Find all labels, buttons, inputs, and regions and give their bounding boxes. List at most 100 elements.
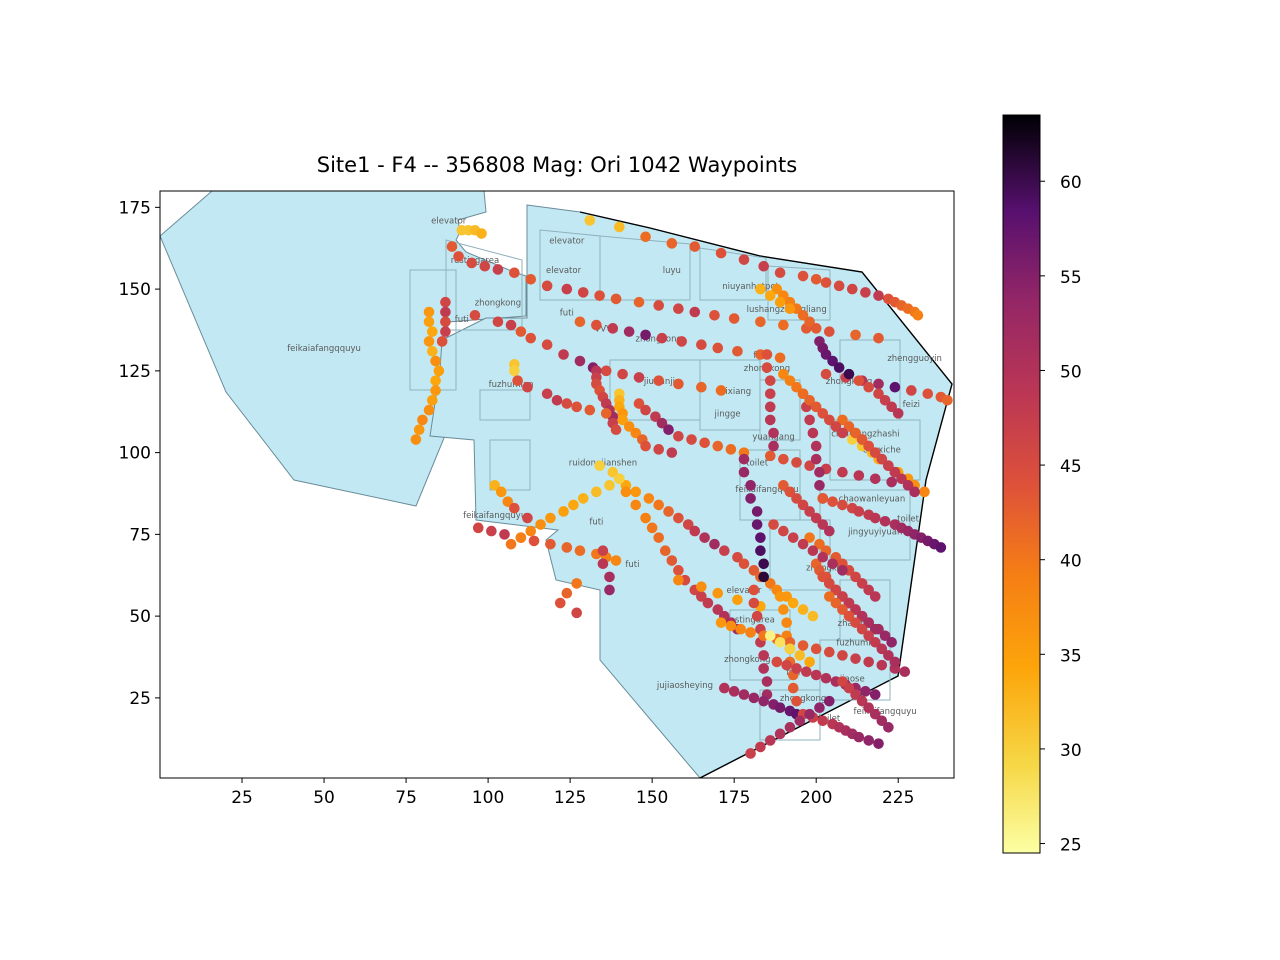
waypoint bbox=[656, 332, 668, 344]
waypoint bbox=[571, 607, 582, 619]
waypoint bbox=[768, 427, 779, 439]
waypoint bbox=[758, 571, 770, 583]
waypoint bbox=[702, 597, 714, 609]
room-label: feizi bbox=[903, 400, 920, 410]
waypoint bbox=[850, 617, 861, 628]
waypoint bbox=[689, 525, 701, 537]
waypoint bbox=[725, 444, 737, 455]
waypoint bbox=[551, 394, 563, 406]
waypoint bbox=[784, 643, 796, 655]
colorbar-tick-label: 40 bbox=[1060, 552, 1082, 572]
waypoint bbox=[824, 591, 835, 602]
waypoint bbox=[869, 447, 881, 458]
room-label: feikaiafangqquyu bbox=[287, 344, 361, 354]
room-label: jingyuyiyuan bbox=[847, 527, 902, 537]
waypoint bbox=[732, 345, 743, 357]
waypoint bbox=[541, 280, 553, 292]
y-tick-label: 150 bbox=[119, 280, 151, 300]
waypoint bbox=[617, 368, 628, 380]
x-tick-label: 150 bbox=[636, 788, 668, 808]
waypoint bbox=[423, 316, 435, 328]
waypoint bbox=[781, 659, 792, 671]
waypoint bbox=[906, 385, 917, 396]
waypoint bbox=[673, 378, 684, 390]
waypoint bbox=[764, 388, 776, 400]
waypoint bbox=[699, 532, 710, 543]
waypoint bbox=[856, 578, 868, 589]
waypoint bbox=[810, 453, 822, 465]
waypoint bbox=[797, 640, 809, 651]
colorbar-tick-label: 35 bbox=[1060, 646, 1082, 666]
waypoint bbox=[728, 686, 740, 697]
waypoint bbox=[554, 597, 566, 609]
waypoint bbox=[764, 290, 776, 301]
waypoint bbox=[814, 702, 825, 713]
waypoint bbox=[810, 440, 822, 452]
waypoint bbox=[791, 381, 802, 393]
waypoint bbox=[761, 349, 773, 360]
waypoint bbox=[505, 319, 517, 331]
waypoint bbox=[787, 532, 799, 543]
waypoint bbox=[653, 375, 665, 386]
waypoint bbox=[909, 486, 920, 498]
waypoint bbox=[673, 430, 684, 442]
waypoint bbox=[824, 578, 835, 589]
room-label: jujiaosheying bbox=[656, 681, 713, 691]
waypoint bbox=[430, 385, 441, 396]
waypoint bbox=[774, 702, 786, 713]
waypoint bbox=[873, 388, 884, 400]
waypoint bbox=[738, 466, 750, 478]
waypoint bbox=[515, 532, 527, 543]
waypoint bbox=[558, 349, 569, 360]
waypoint bbox=[810, 643, 822, 655]
waypoint bbox=[440, 296, 451, 308]
waypoint bbox=[709, 538, 720, 550]
waypoint bbox=[853, 731, 865, 743]
waypoint bbox=[856, 610, 868, 622]
colorbar-tick-label: 30 bbox=[1060, 741, 1082, 761]
waypoint bbox=[413, 424, 425, 436]
room-label: zhongkong bbox=[780, 694, 826, 704]
waypoint bbox=[774, 267, 786, 279]
waypoint bbox=[640, 440, 651, 452]
waypoint bbox=[810, 401, 822, 413]
waypoint bbox=[509, 267, 520, 279]
waypoint bbox=[600, 408, 612, 419]
waypoint bbox=[423, 306, 435, 318]
waypoint bbox=[843, 421, 855, 432]
waypoint bbox=[827, 558, 838, 570]
room-label: chuliyangzhashi bbox=[831, 429, 899, 439]
waypoint bbox=[696, 381, 707, 393]
waypoint bbox=[610, 424, 622, 436]
waypoint bbox=[643, 493, 655, 504]
waypoint bbox=[787, 682, 799, 694]
waypoint bbox=[843, 610, 855, 622]
waypoint bbox=[758, 260, 770, 272]
x-tick-label: 50 bbox=[313, 788, 335, 808]
waypoint bbox=[863, 381, 874, 393]
waypoint bbox=[472, 522, 484, 534]
waypoint bbox=[535, 519, 546, 530]
waypoint bbox=[817, 551, 829, 563]
waypoint bbox=[745, 748, 756, 759]
waypoint bbox=[479, 260, 491, 272]
waypoint bbox=[509, 502, 520, 514]
waypoint bbox=[492, 316, 504, 328]
waypoint bbox=[577, 493, 589, 504]
room-label: zhengguoyin bbox=[887, 354, 942, 364]
waypoint bbox=[640, 512, 651, 524]
waypoint bbox=[860, 287, 871, 298]
waypoint bbox=[886, 401, 897, 413]
waypoint bbox=[837, 414, 848, 426]
waypoint bbox=[781, 617, 792, 628]
waypoint bbox=[755, 316, 766, 328]
waypoint bbox=[804, 394, 815, 406]
waypoint bbox=[673, 565, 684, 576]
room-label: niuyanhotpot bbox=[722, 282, 779, 292]
x-tick-label: 125 bbox=[554, 788, 586, 808]
room-label: toilet bbox=[897, 514, 919, 524]
waypoint bbox=[728, 313, 740, 324]
waypoint bbox=[525, 525, 537, 537]
waypoint bbox=[709, 309, 720, 321]
